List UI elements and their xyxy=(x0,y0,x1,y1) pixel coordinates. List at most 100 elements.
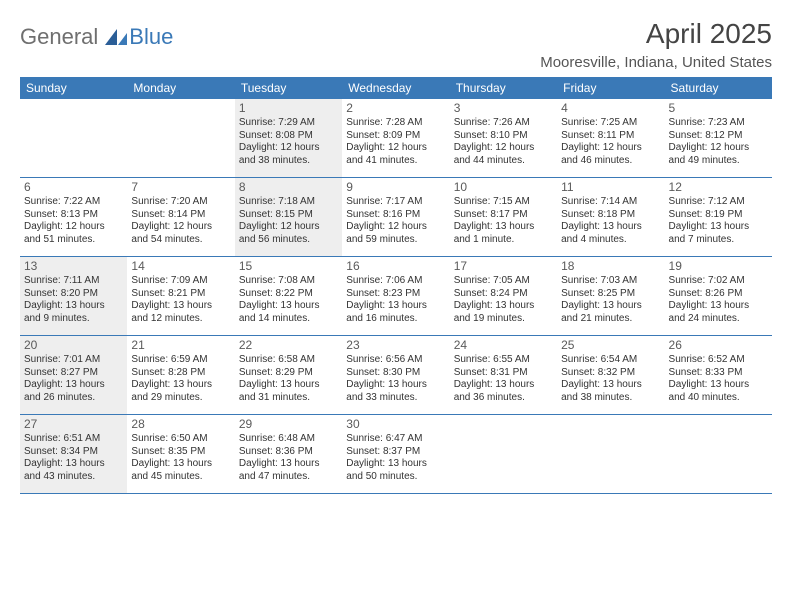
daylight-line: Daylight: 13 hours and 1 minute. xyxy=(454,221,553,246)
sunrise-line: Sunrise: 7:25 AM xyxy=(561,117,660,130)
day-number: 10 xyxy=(454,180,553,195)
sunrise-line: Sunrise: 7:15 AM xyxy=(454,196,553,209)
sunset-line: Sunset: 8:22 PM xyxy=(239,288,338,301)
day-number: 17 xyxy=(454,259,553,274)
day-cell: 15Sunrise: 7:08 AMSunset: 8:22 PMDayligh… xyxy=(235,257,342,335)
sunrise-line: Sunrise: 7:14 AM xyxy=(561,196,660,209)
day-cell: 13Sunrise: 7:11 AMSunset: 8:20 PMDayligh… xyxy=(20,257,127,335)
daylight-line: Daylight: 12 hours and 46 minutes. xyxy=(561,142,660,167)
day-cell: 29Sunrise: 6:48 AMSunset: 8:36 PMDayligh… xyxy=(235,415,342,493)
daylight-line: Daylight: 13 hours and 21 minutes. xyxy=(561,300,660,325)
sunrise-line: Sunrise: 7:03 AM xyxy=(561,275,660,288)
day-number: 8 xyxy=(239,180,338,195)
calendar: SundayMondayTuesdayWednesdayThursdayFrid… xyxy=(20,77,772,494)
daylight-line: Daylight: 13 hours and 9 minutes. xyxy=(24,300,123,325)
dow-header-cell: Tuesday xyxy=(235,77,342,99)
sunrise-line: Sunrise: 7:01 AM xyxy=(24,354,123,367)
sunrise-line: Sunrise: 7:18 AM xyxy=(239,196,338,209)
day-cell: 24Sunrise: 6:55 AMSunset: 8:31 PMDayligh… xyxy=(450,336,557,414)
day-number: 18 xyxy=(561,259,660,274)
week-row: 27Sunrise: 6:51 AMSunset: 8:34 PMDayligh… xyxy=(20,415,772,494)
day-number: 28 xyxy=(131,417,230,432)
sunrise-line: Sunrise: 7:05 AM xyxy=(454,275,553,288)
day-cell: 7Sunrise: 7:20 AMSunset: 8:14 PMDaylight… xyxy=(127,178,234,256)
sunset-line: Sunset: 8:18 PM xyxy=(561,209,660,222)
daylight-line: Daylight: 13 hours and 7 minutes. xyxy=(669,221,768,246)
logo-text-blue: Blue xyxy=(129,24,173,50)
daylight-line: Daylight: 12 hours and 38 minutes. xyxy=(239,142,338,167)
sunrise-line: Sunrise: 6:52 AM xyxy=(669,354,768,367)
day-number: 25 xyxy=(561,338,660,353)
day-number: 24 xyxy=(454,338,553,353)
day-cell: 28Sunrise: 6:50 AMSunset: 8:35 PMDayligh… xyxy=(127,415,234,493)
sunset-line: Sunset: 8:13 PM xyxy=(24,209,123,222)
dow-header-cell: Wednesday xyxy=(342,77,449,99)
day-number: 1 xyxy=(239,101,338,116)
daylight-line: Daylight: 13 hours and 50 minutes. xyxy=(346,458,445,483)
day-number: 14 xyxy=(131,259,230,274)
day-number: 22 xyxy=(239,338,338,353)
daylight-line: Daylight: 13 hours and 16 minutes. xyxy=(346,300,445,325)
sunset-line: Sunset: 8:37 PM xyxy=(346,446,445,459)
day-number: 7 xyxy=(131,180,230,195)
dow-header-cell: Saturday xyxy=(665,77,772,99)
month-title: April 2025 xyxy=(540,18,772,50)
week-row: 20Sunrise: 7:01 AMSunset: 8:27 PM Dayligh… xyxy=(20,336,772,415)
location: Mooresville, Indiana, United States xyxy=(540,54,772,71)
week-row: 13Sunrise: 7:11 AMSunset: 8:20 PMDayligh… xyxy=(20,257,772,336)
day-cell: 23Sunrise: 6:56 AMSunset: 8:30 PMDayligh… xyxy=(342,336,449,414)
day-number: 9 xyxy=(346,180,445,195)
daylight-line: Daylight: 13 hours and 47 minutes. xyxy=(239,458,338,483)
day-number: 16 xyxy=(346,259,445,274)
sunset-line: Sunset: 8:20 PM xyxy=(24,288,123,301)
sunset-line: Sunset: 8:19 PM xyxy=(669,209,768,222)
sunset-line: Sunset: 8:24 PM xyxy=(454,288,553,301)
sunset-line: Sunset: 8:17 PM xyxy=(454,209,553,222)
sunrise-line: Sunrise: 6:50 AM xyxy=(131,433,230,446)
sunrise-line: Sunrise: 7:02 AM xyxy=(669,275,768,288)
day-cell: 16Sunrise: 7:06 AMSunset: 8:23 PMDayligh… xyxy=(342,257,449,335)
sunset-line: Sunset: 8:16 PM xyxy=(346,209,445,222)
empty-cell xyxy=(557,415,664,493)
sunrise-line: Sunrise: 7:26 AM xyxy=(454,117,553,130)
logo-text-general: General xyxy=(20,24,98,50)
sunrise-line: Sunrise: 6:55 AM xyxy=(454,354,553,367)
day-cell: 27Sunrise: 6:51 AMSunset: 8:34 PMDayligh… xyxy=(20,415,127,493)
sunset-line: Sunset: 8:25 PM xyxy=(561,288,660,301)
sunrise-line: Sunrise: 7:12 AM xyxy=(669,196,768,209)
day-number: 30 xyxy=(346,417,445,432)
day-number: 20 xyxy=(24,338,123,353)
daylight-line: Daylight: 12 hours and 44 minutes. xyxy=(454,142,553,167)
day-number: 12 xyxy=(669,180,768,195)
empty-cell xyxy=(665,415,772,493)
empty-cell xyxy=(127,99,234,177)
day-cell: 5Sunrise: 7:23 AMSunset: 8:12 PMDaylight… xyxy=(665,99,772,177)
daylight-line: Daylight: 13 hours and 29 minutes. xyxy=(131,379,230,404)
week-row: 1Sunrise: 7:29 AMSunset: 8:08 PMDaylight… xyxy=(20,99,772,178)
daylight-line: Daylight: 13 hours and 24 minutes. xyxy=(669,300,768,325)
sunrise-line: Sunrise: 6:56 AM xyxy=(346,354,445,367)
sunset-line: Sunset: 8:15 PM xyxy=(239,209,338,222)
empty-cell xyxy=(450,415,557,493)
day-number: 11 xyxy=(561,180,660,195)
day-cell: 11Sunrise: 7:14 AMSunset: 8:18 PMDayligh… xyxy=(557,178,664,256)
sunset-line: Sunset: 8:29 PM xyxy=(239,367,338,380)
daylight-line: Daylight: 12 hours and 59 minutes. xyxy=(346,221,445,246)
daylight-line: Daylight: 12 hours and 41 minutes. xyxy=(346,142,445,167)
sunset-line: Sunset: 8:32 PM xyxy=(561,367,660,380)
logo-sail-icon xyxy=(103,27,129,47)
sunrise-line: Sunrise: 6:47 AM xyxy=(346,433,445,446)
daylight-line: Daylight: 13 hours and 45 minutes. xyxy=(131,458,230,483)
sunset-line: Sunset: 8:14 PM xyxy=(131,209,230,222)
day-number: 5 xyxy=(669,101,768,116)
dow-header-cell: Thursday xyxy=(450,77,557,99)
day-cell: 25Sunrise: 6:54 AMSunset: 8:32 PMDayligh… xyxy=(557,336,664,414)
daylight-line: Daylight: 12 hours and 56 minutes. xyxy=(239,221,338,246)
day-cell: 8Sunrise: 7:18 AMSunset: 8:15 PMDaylight… xyxy=(235,178,342,256)
sunrise-line: Sunrise: 7:20 AM xyxy=(131,196,230,209)
day-cell: 2Sunrise: 7:28 AMSunset: 8:09 PMDaylight… xyxy=(342,99,449,177)
day-number: 15 xyxy=(239,259,338,274)
sunset-line: Sunset: 8:27 PM xyxy=(24,367,123,380)
sunset-line: Sunset: 8:36 PM xyxy=(239,446,338,459)
sunset-line: Sunset: 8:10 PM xyxy=(454,130,553,143)
